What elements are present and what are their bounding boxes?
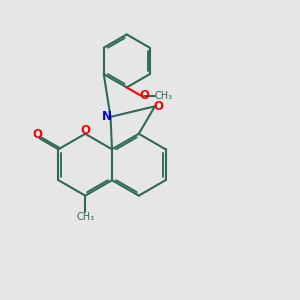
Text: CH₃: CH₃	[76, 212, 94, 222]
Text: N: N	[102, 110, 112, 123]
Text: CH₃: CH₃	[154, 91, 173, 100]
Text: O: O	[32, 128, 42, 141]
Text: O: O	[80, 124, 90, 137]
Text: O: O	[140, 89, 150, 102]
Text: O: O	[153, 100, 163, 113]
